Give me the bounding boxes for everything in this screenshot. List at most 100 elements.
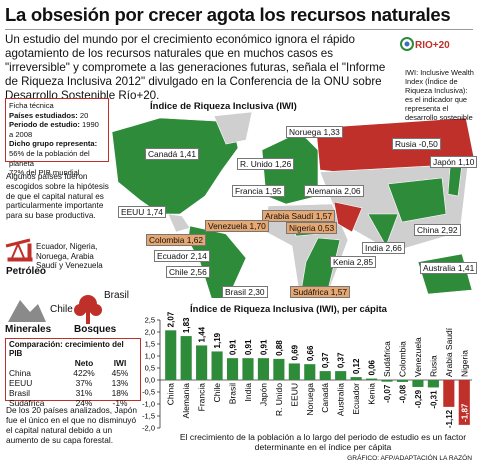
map-label-name: Noruega: [289, 127, 322, 137]
table-cell: China: [9, 368, 31, 378]
category-label: R. Unido: [274, 383, 284, 416]
table-cell: 18%: [111, 388, 129, 398]
mineral-icon: [8, 300, 46, 322]
map-label: Francia 1,95: [232, 185, 285, 197]
fact-title: Ficha técnica: [9, 101, 54, 110]
map-label: Rusia -0,50: [392, 138, 441, 150]
bar: [381, 380, 393, 382]
category-label: Francia: [197, 383, 207, 412]
map-label-value: 2,85: [356, 257, 374, 267]
fact-line: 72% del PIB mundial: [9, 168, 80, 178]
column-header: IWI: [113, 358, 127, 368]
bar: [196, 345, 208, 380]
map-label-value: 2,06: [344, 186, 361, 196]
map-label-value: 2,92: [441, 225, 458, 235]
value-label: 1,19: [213, 332, 222, 348]
value-label: 1,83: [182, 317, 191, 333]
y-tick-label: 0,0: [145, 376, 155, 385]
map-label: Japón 1,10: [430, 156, 478, 168]
category-label: Noruega: [305, 383, 315, 416]
map-label-value: 2,56: [190, 267, 207, 277]
bar: [366, 378, 378, 380]
map-label: R. Unido 1,26: [237, 158, 295, 170]
column-header: Neto: [74, 358, 94, 368]
forests-label: Bosques: [74, 324, 117, 335]
category-label: Chile: [212, 383, 222, 403]
title: La obsesión por crecer agota los recurso…: [5, 4, 451, 25]
map-label-value: 1,57: [330, 287, 348, 297]
y-tick-label: 0,5: [145, 364, 155, 373]
map-label-name: Francia: [235, 186, 263, 196]
map-label-value: 2,66: [385, 243, 402, 253]
minerals-label: Minerales: [5, 324, 52, 335]
category-label: Brasil: [228, 383, 238, 404]
table-cell: 13%: [111, 378, 129, 388]
tree-icon: [74, 295, 102, 324]
map-label-value: 1,95: [265, 186, 282, 196]
oil-countries: Ecuador, Nigeria, Noruega, Arabia Saudí …: [36, 242, 103, 270]
bar: [165, 330, 177, 380]
selection-text: Algunos países fueron escogidos sobre la…: [6, 172, 109, 221]
category-label: Sudáfrica: [382, 341, 392, 377]
value-label: 0,12: [352, 358, 361, 374]
map-label-value: 1,41: [179, 149, 196, 159]
table-row: China 422% 45%: [9, 368, 137, 378]
value-label: 0,91: [244, 339, 253, 355]
value-label: 0,37: [337, 352, 346, 368]
table-row: Brasil 31% 18%: [9, 388, 137, 398]
map-label: Colombia 1,62: [146, 234, 207, 246]
category-label: Ecuador: [351, 383, 361, 415]
bar: [350, 377, 362, 380]
value-label: -0,07: [383, 384, 392, 403]
map-label: Brasil 2,30: [222, 286, 268, 298]
map-label: Kenia 2,85: [330, 256, 377, 268]
value-label: -1,12: [445, 409, 454, 428]
map-label-value: 1,33: [323, 127, 340, 137]
gdp-table: Comparación: crecimiento del PIB Neto IWI…: [5, 338, 141, 408]
map-label-name: Ecuador: [157, 251, 189, 261]
map-label-value: 0,53: [317, 223, 335, 233]
map-label-name: India: [365, 243, 384, 253]
oil-icon: [5, 238, 33, 262]
category-label: Japón: [258, 383, 268, 406]
value-label: -0,31: [429, 390, 438, 409]
bar: [427, 380, 439, 388]
map-label-name: Nigeria: [289, 223, 316, 233]
map-label-value: 1,41: [457, 263, 475, 273]
category-label: China: [166, 383, 176, 405]
category-label: Alemania: [181, 383, 191, 419]
map-label: Alemania 2,06: [304, 185, 364, 197]
y-tick-label: -2,0: [142, 424, 155, 433]
map-label-value: 1,62: [186, 235, 204, 245]
value-label: -0,08: [398, 384, 407, 403]
table-body: China 422% 45% EEUU 37% 13% Brasil 31% 18% Sudáfr…: [9, 368, 137, 408]
table-title: Comparación: crecimiento del PIB: [9, 340, 124, 358]
map-label: Arabia Saudí 1,57: [262, 210, 336, 222]
bar: [273, 358, 285, 380]
map-label: Ecuador 2,14: [154, 250, 210, 262]
minerals-country: Chile: [50, 304, 73, 315]
y-tick-label: -0,5: [142, 388, 155, 397]
category-label: Arabia Saudí: [444, 327, 454, 377]
logo-icon: [400, 37, 414, 51]
map-label-value: 1,26: [274, 159, 292, 169]
map-label-value: -0,50: [418, 139, 438, 149]
map-label: Canadá 1,41: [145, 148, 199, 160]
y-tick-label: 1,0: [145, 352, 155, 361]
chart-caption: El crecimiento de la población a lo larg…: [179, 432, 467, 452]
map-label-name: R. Unido: [240, 159, 273, 169]
value-label: 0,06: [368, 359, 377, 375]
category-label: Rusia: [428, 355, 438, 377]
fact-box: Ficha técnica Países estudiados: 20 Peri…: [5, 98, 109, 177]
map-label: India 2,66: [362, 242, 405, 254]
bar: [304, 364, 316, 380]
value-label: 0,37: [321, 352, 330, 368]
map-label: Venezuela 1,70: [205, 220, 269, 232]
fact-label: Dicho grupo representa:: [9, 139, 98, 149]
japan-note: De los 20 países analizados, Japón fue e…: [6, 405, 137, 445]
table-cell: Sudáfrica: [9, 398, 45, 408]
map-label-name: Brasil: [225, 287, 246, 297]
value-label: 2,07: [167, 311, 176, 327]
map-label-name: Alemania: [307, 186, 342, 196]
